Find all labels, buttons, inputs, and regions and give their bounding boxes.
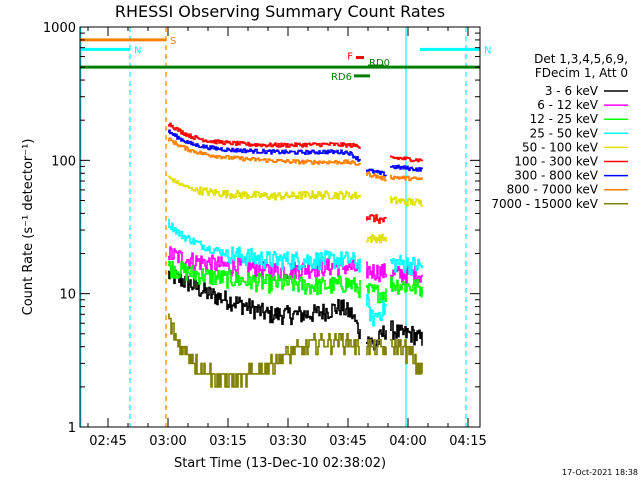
legend-label-12-25-kev: 12 - 25 keV — [530, 112, 599, 126]
legend-header-line-2: FDecim 1, Att 0 — [535, 66, 628, 80]
series-line-800-7000-kev — [168, 137, 423, 182]
plot-area: S N N F RD0 RD6 — [80, 27, 491, 427]
y-tick-label: 10 — [59, 288, 76, 303]
legend-label-300-800-kev: 300 - 800 keV — [514, 169, 598, 183]
legend: Det 1,3,4,5,6,9, FDecim 1, Att 0 3 - 6 k… — [491, 52, 628, 211]
y-tick-label: 1 — [68, 421, 76, 436]
flag-label-rd6-7: RD6 — [331, 72, 352, 83]
flag-label-rd0-6: RD0 — [369, 58, 390, 69]
footer-stamp: 17-Oct-2021 18:38 — [562, 468, 638, 477]
series-line-100-300-kev — [168, 122, 423, 224]
legend-label-800-7000-kev: 800 - 7000 keV — [507, 183, 599, 197]
legend-label-3-6-kev: 3 - 6 keV — [545, 84, 599, 98]
legend-label-100-300-kev: 100 - 300 keV — [514, 155, 598, 169]
plot-frame — [79, 26, 481, 428]
x-tick-label: 04:00 — [389, 434, 426, 449]
flag-label-n-2: N — [134, 45, 141, 56]
x-tick-label: 04:15 — [449, 434, 486, 449]
x-tick-label: 03:00 — [149, 434, 186, 449]
y-axis-title: Count Rate (s⁻¹ detector⁻¹) — [21, 139, 36, 316]
series-line-7000-15000-kev — [168, 313, 423, 388]
legend-header-line-1: Det 1,3,4,5,6,9, — [534, 52, 628, 66]
legend-label-50-100-kev: 50 - 100 keV — [522, 140, 599, 154]
legend-label-7000-15000-kev: 7000 - 15000 keV — [491, 197, 598, 211]
y-tick-label: 100 — [51, 154, 76, 169]
legend-label-6-12-kev: 6 - 12 keV — [537, 98, 599, 112]
x-tick-label: 03:30 — [269, 434, 306, 449]
legend-label-25-50-kev: 25 - 50 keV — [530, 126, 599, 140]
series-line-12-25-kev — [168, 260, 423, 304]
y-tick-label: 1000 — [43, 21, 76, 36]
series-line-300-800-kev — [168, 129, 423, 177]
series-line-50-100-kev — [168, 175, 423, 244]
axes: 02:45 03:00 03:15 03:30 03:45 04:00 04:15 1 10 10… — [43, 21, 487, 449]
x-axis-title: Start Time (13-Dec-10 02:38:02) — [174, 456, 386, 471]
x-tick-label: 02:45 — [89, 434, 126, 449]
series-line-25-50-kev — [168, 218, 423, 327]
flag-label-s-1: S — [170, 36, 176, 47]
flag-label-f-5: F — [347, 52, 353, 63]
chart-title: RHESSI Observing Summary Count Rates — [115, 2, 445, 21]
x-tick-label: 03:15 — [209, 434, 246, 449]
x-tick-label: 03:45 — [329, 434, 366, 449]
flag-label-n-3: N — [484, 45, 491, 56]
axis-ticks — [80, 26, 480, 428]
